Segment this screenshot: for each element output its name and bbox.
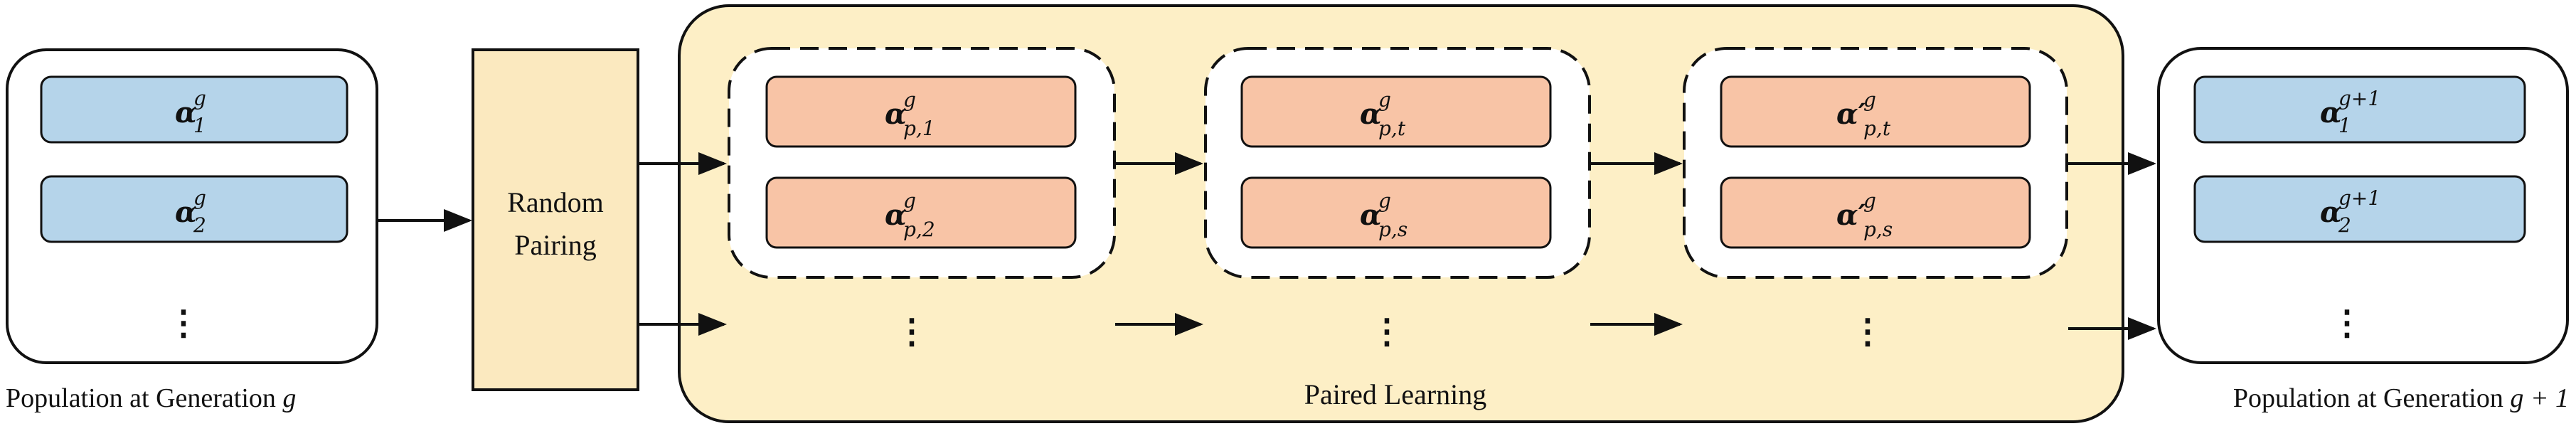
svg-text:1: 1	[2338, 114, 2351, 137]
svg-text:g: g	[1863, 88, 1876, 112]
svg-text:α′: α′	[1836, 198, 1866, 232]
population-right-label-2: α g+1 2	[2320, 186, 2380, 237]
svg-text:g: g	[1378, 88, 1391, 112]
svg-text:g: g	[193, 186, 206, 210]
stage2-ellipsis: ⋮	[1370, 313, 1404, 351]
population-left-label-1: α g 1	[175, 87, 206, 137]
stage1-item-2	[765, 176, 1077, 249]
population-right-item-1	[2193, 75, 2526, 144]
paired-learning-label: Paired Learning	[1304, 378, 1487, 410]
random-pairing-box	[472, 48, 639, 391]
svg-text:α: α	[885, 198, 907, 232]
stage2-item-1	[1240, 75, 1552, 148]
svg-text:p,s: p,s	[1378, 218, 1407, 241]
svg-text:α: α	[885, 97, 907, 131]
stage3-label-1: α′ g p,t	[1836, 88, 1891, 140]
svg-text:α: α	[175, 96, 197, 129]
stage3-item-1	[1720, 75, 2031, 148]
svg-text:2: 2	[193, 213, 206, 237]
svg-text:α′: α′	[1836, 97, 1866, 131]
stage1-item-1	[765, 75, 1077, 148]
stage2-item-2	[1240, 176, 1552, 249]
population-right-item-2	[2193, 175, 2526, 243]
population-left-caption: Population at Generation g	[6, 383, 296, 413]
stage3-ellipsis: ⋮	[1851, 313, 1885, 351]
svg-text:α: α	[2320, 96, 2342, 129]
svg-text:g+1: g+1	[2338, 186, 2380, 210]
svg-text:α: α	[175, 196, 197, 229]
population-left-ellipsis: ⋮	[166, 304, 201, 342]
stage1-label-2: α g p,2	[885, 189, 935, 241]
svg-text:g: g	[903, 88, 916, 112]
population-right-label-1: α g+1 1	[2320, 87, 2380, 137]
svg-text:α: α	[1360, 97, 1382, 131]
population-left-item-2	[40, 175, 348, 243]
svg-text:2: 2	[2338, 213, 2351, 237]
stage3-item-2	[1720, 176, 2031, 249]
random-pairing-line2: Pairing	[514, 229, 597, 261]
stage1-ellipsis: ⋮	[895, 313, 929, 351]
svg-text:g: g	[903, 189, 916, 213]
stage2-label-1: α g p,t	[1360, 88, 1406, 140]
svg-text:p,t: p,t	[1378, 117, 1406, 140]
population-right-caption: Population at Generation g + 1	[2233, 383, 2569, 413]
population-left-label-2: α g 2	[175, 186, 206, 237]
svg-text:p,2: p,2	[903, 218, 935, 241]
svg-text:α: α	[1360, 198, 1382, 232]
svg-text:α: α	[2320, 196, 2342, 229]
svg-text:g: g	[1378, 189, 1391, 213]
svg-text:p,1: p,1	[903, 117, 935, 140]
svg-text:g: g	[193, 87, 206, 110]
svg-text:g: g	[1863, 189, 1876, 213]
random-pairing-line1: Random	[507, 186, 604, 218]
population-left-item-1	[40, 75, 348, 144]
svg-text:1: 1	[193, 114, 206, 137]
stage3-label-2: α′ g p,s	[1836, 189, 1893, 241]
svg-text:p,t: p,t	[1863, 117, 1891, 140]
svg-text:g+1: g+1	[2338, 87, 2380, 110]
stage1-label-1: α g p,1	[885, 88, 935, 140]
population-right-ellipsis: ⋮	[2330, 304, 2364, 342]
svg-text:p,s: p,s	[1863, 218, 1893, 241]
stage2-label-2: α g p,s	[1360, 189, 1407, 241]
